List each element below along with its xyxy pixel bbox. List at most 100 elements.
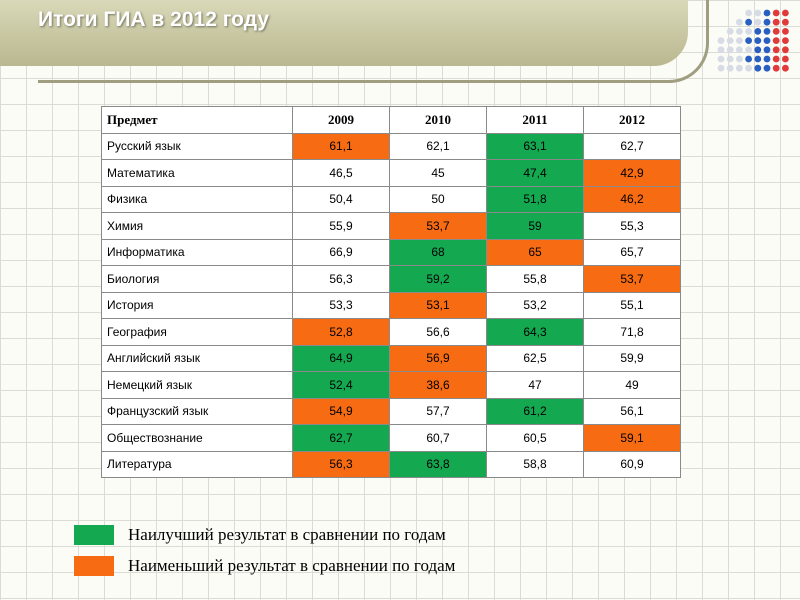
logo-dot	[763, 9, 771, 17]
score-cell: 71,8	[583, 318, 681, 346]
score-cell: 55,1	[583, 291, 681, 319]
score-cell: 45	[389, 159, 487, 187]
logo-dot	[754, 28, 762, 35]
logo-dots-icon	[717, 9, 789, 72]
header-year-2009: 2009	[292, 106, 390, 134]
logo-dot	[726, 28, 734, 35]
table-row: Литература 56,3 63,8 58,8 60,9	[101, 450, 681, 478]
table-header-row: Предмет 2009 2010 2011 2012	[101, 106, 681, 134]
logo-dot	[763, 37, 771, 44]
logo-dot	[736, 46, 743, 54]
table-row: География 52,8 56,6 64,3 71,8	[101, 318, 681, 346]
logo-dot	[717, 46, 725, 54]
score-cell: 53,1	[389, 291, 487, 319]
score-cell: 55,9	[292, 212, 390, 240]
score-cell: 65	[486, 238, 584, 266]
gia-results-table: Предмет 2009 2010 2011 2012 Русский язык…	[101, 106, 681, 478]
score-cell: 56,3	[292, 450, 390, 478]
table-row: Информатика 66,9 68 65 65,7	[101, 238, 681, 266]
logo-dot	[772, 37, 780, 44]
logo-dot	[726, 46, 734, 54]
logo-dot	[736, 28, 743, 35]
logo-dot	[772, 9, 780, 17]
subject-cell: История	[101, 291, 293, 319]
header-subject: Предмет	[101, 106, 293, 134]
logo-dot	[717, 55, 725, 63]
subject-cell: Обществознание	[101, 424, 293, 452]
score-cell: 55,8	[486, 265, 584, 293]
score-cell: 56,3	[292, 265, 390, 293]
logo-dot	[736, 37, 743, 44]
logo-dot	[782, 37, 789, 44]
logo-dot	[754, 18, 762, 26]
score-cell: 63,8	[389, 450, 487, 478]
score-cell: 52,4	[292, 371, 390, 399]
legend-worst-swatch	[74, 556, 114, 576]
legend-worst: Наименьший результат в сравнении по года…	[74, 556, 455, 576]
logo-dot	[782, 64, 789, 72]
logo-dot	[782, 18, 789, 26]
subject-cell: Немецкий язык	[101, 371, 293, 399]
score-cell: 54,9	[292, 397, 390, 425]
logo-dot	[736, 18, 743, 26]
score-cell: 58,8	[486, 450, 584, 478]
subject-cell: География	[101, 318, 293, 346]
logo-dot	[782, 55, 789, 63]
score-cell: 53,3	[292, 291, 390, 319]
subject-cell: Литература	[101, 450, 293, 478]
logo-dot	[745, 64, 752, 72]
score-cell: 64,9	[292, 344, 390, 372]
subject-cell: Русский язык	[101, 132, 293, 160]
score-cell: 53,7	[389, 212, 487, 240]
score-cell: 52,8	[292, 318, 390, 346]
logo-dot	[754, 37, 762, 44]
score-cell: 62,5	[486, 344, 584, 372]
logo-dot	[782, 46, 789, 54]
logo-dot	[772, 46, 780, 54]
table-row: Математика 46,5 45 47,4 42,9	[101, 159, 681, 187]
score-cell: 61,2	[486, 397, 584, 425]
logo-dot	[772, 55, 780, 63]
logo-dot	[754, 9, 762, 17]
logo-dot	[745, 55, 752, 63]
score-cell: 53,2	[486, 291, 584, 319]
score-cell: 62,7	[292, 424, 390, 452]
logo-dot	[763, 64, 771, 72]
score-cell: 66,9	[292, 238, 390, 266]
score-cell: 50	[389, 185, 487, 213]
subject-cell: Биология	[101, 265, 293, 293]
logo-dot	[772, 64, 780, 72]
score-cell: 46,5	[292, 159, 390, 187]
subject-cell: Информатика	[101, 238, 293, 266]
logo-dot	[763, 18, 771, 26]
score-cell: 63,1	[486, 132, 584, 160]
subject-cell: Английский язык	[101, 344, 293, 372]
score-cell: 61,1	[292, 132, 390, 160]
logo-dot	[736, 64, 743, 72]
logo-dot	[782, 28, 789, 35]
logo-dot	[763, 55, 771, 63]
score-cell: 55,3	[583, 212, 681, 240]
logo-dot	[772, 28, 780, 35]
score-cell: 53,7	[583, 265, 681, 293]
score-cell: 59	[486, 212, 584, 240]
table-row: Немецкий язык 52,4 38,6 47 49	[101, 371, 681, 399]
score-cell: 57,7	[389, 397, 487, 425]
logo-dot	[736, 55, 743, 63]
score-cell: 42,9	[583, 159, 681, 187]
table-row: История 53,3 53,1 53,2 55,1	[101, 291, 681, 319]
logo-dot	[726, 64, 734, 72]
table-row: Русский язык 61,1 62,1 63,1 62,7	[101, 132, 681, 160]
table-row: Французский язык 54,9 57,7 61,2 56,1	[101, 397, 681, 425]
logo-dot	[754, 55, 762, 63]
score-cell: 60,5	[486, 424, 584, 452]
score-cell: 59,1	[583, 424, 681, 452]
table-row: Физика 50,4 50 51,8 46,2	[101, 185, 681, 213]
logo-dot	[745, 18, 752, 26]
score-cell: 50,4	[292, 185, 390, 213]
legend-best-swatch	[74, 525, 114, 545]
logo-dot	[726, 55, 734, 63]
score-cell: 51,8	[486, 185, 584, 213]
logo-dot	[754, 46, 762, 54]
subject-cell: Химия	[101, 212, 293, 240]
